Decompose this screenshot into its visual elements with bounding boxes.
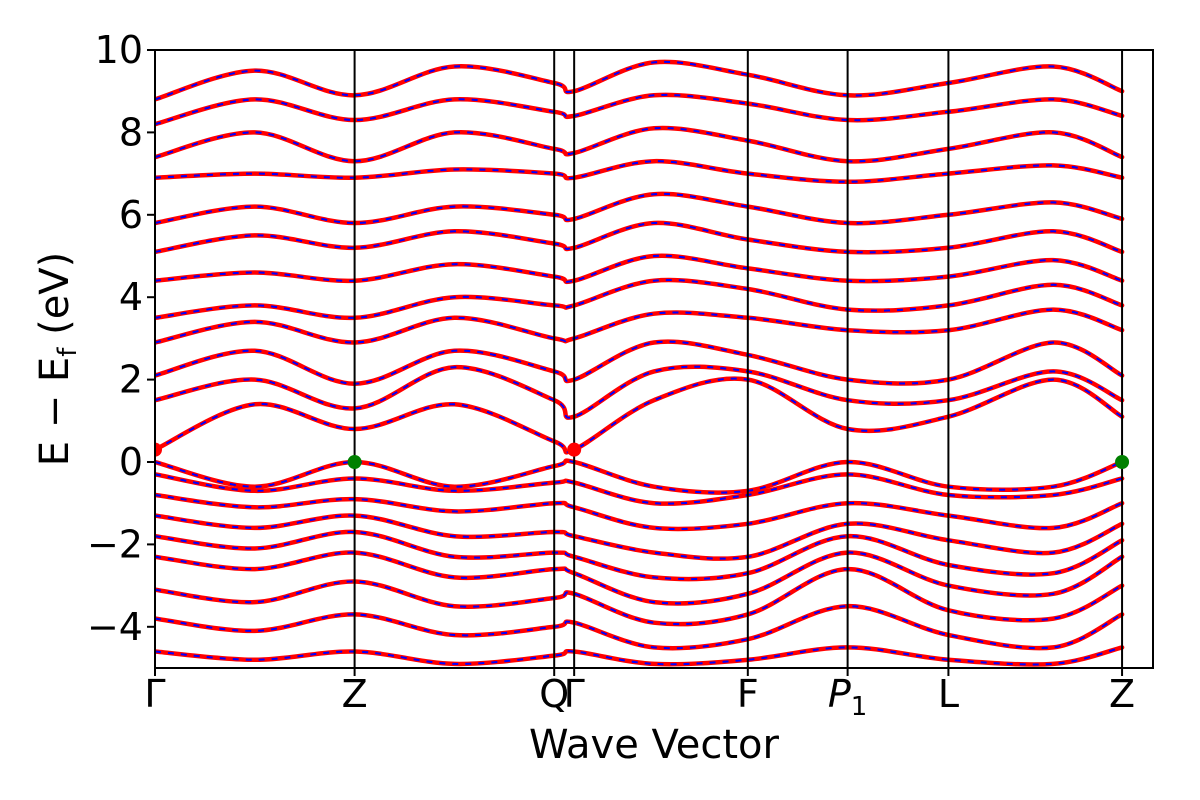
band-line-9	[155, 376, 1125, 455]
y-tick-label-7: −4	[87, 605, 143, 649]
band-line-15	[155, 220, 1125, 255]
band-line-dashed-12	[155, 308, 1123, 344]
band-line-dashed-15	[155, 221, 1123, 254]
x-tick-label-6: L	[938, 672, 959, 716]
band-line-7	[155, 603, 1125, 651]
band-line-dashed-9	[155, 377, 1123, 454]
band-lines	[155, 59, 1125, 667]
y-tick-label-5: 0	[119, 440, 143, 484]
x-tick-label-0: Γ	[144, 672, 165, 716]
band-line-16	[155, 191, 1125, 226]
x-tick-label-7: Z	[1109, 672, 1135, 716]
band-line-12	[155, 307, 1125, 345]
y-axis-label-unit: (eV)	[32, 252, 78, 348]
band-line-dashed-17	[155, 160, 1123, 183]
x-tick-label-1: Z	[342, 672, 368, 716]
band-line-dashed-18	[155, 126, 1123, 163]
band-line-5	[155, 550, 1125, 606]
y-tick-label-3: 4	[119, 275, 143, 319]
plot-frame	[154, 49, 1154, 669]
y-axis-label-sub: f	[53, 347, 83, 357]
y-tick-label-1: 8	[119, 110, 143, 154]
x-tick-label-2: Q	[539, 672, 569, 716]
band-edge-markers	[155, 442, 1130, 469]
y-axis-label-main: E − E	[32, 357, 78, 467]
band-line-dashed-0	[155, 459, 1123, 494]
band-line-dashed-3	[155, 514, 1123, 560]
band-edge-marker-0	[155, 442, 162, 457]
band-line-6	[155, 566, 1125, 627]
y-axis-label: E − Ef (eV)	[32, 252, 83, 467]
band-line-20	[155, 59, 1125, 102]
band-line-4	[155, 529, 1125, 582]
high-symmetry-lines	[353, 50, 1124, 668]
band-line-dashed-19	[155, 93, 1123, 126]
band-edge-marker-2	[567, 442, 582, 457]
x-axis-ticks: Γ Z QΓ F P1 L Z	[144, 668, 1135, 722]
band-line-dashed-16	[155, 192, 1123, 225]
y-tick-label-0: 10	[95, 28, 143, 72]
band-line-dashed-13	[155, 279, 1123, 319]
band-edge-marker-3	[1115, 455, 1130, 469]
band-line-dashed-8	[155, 646, 1123, 666]
x-axis-label: Wave Vector	[529, 722, 780, 768]
y-tick-label-6: −2	[87, 522, 143, 566]
y-axis-ticks: 10 8 6 4 2 0 −2 −4	[87, 28, 155, 649]
band-line-dashed-11	[155, 340, 1123, 385]
x-tick-label-4: F	[737, 672, 759, 716]
x-tick-label-3: Γ	[564, 672, 585, 716]
band-line-17	[155, 158, 1125, 185]
band-line-dashed-14	[155, 254, 1123, 283]
band-edge-marker-1	[347, 455, 362, 469]
x-tick-label-5: P1	[828, 672, 867, 722]
band-line-14	[155, 253, 1125, 285]
band-line-dashed-20	[155, 60, 1123, 101]
band-line-dashed-1	[155, 473, 1123, 505]
y-tick-label-2: 6	[119, 193, 143, 237]
y-tick-label-4: 2	[119, 358, 143, 402]
band-line-dashed-10	[155, 365, 1123, 419]
band-line-dashed-2	[155, 494, 1123, 531]
band-line-dashed-6	[155, 568, 1123, 626]
band-line-19	[155, 92, 1125, 127]
